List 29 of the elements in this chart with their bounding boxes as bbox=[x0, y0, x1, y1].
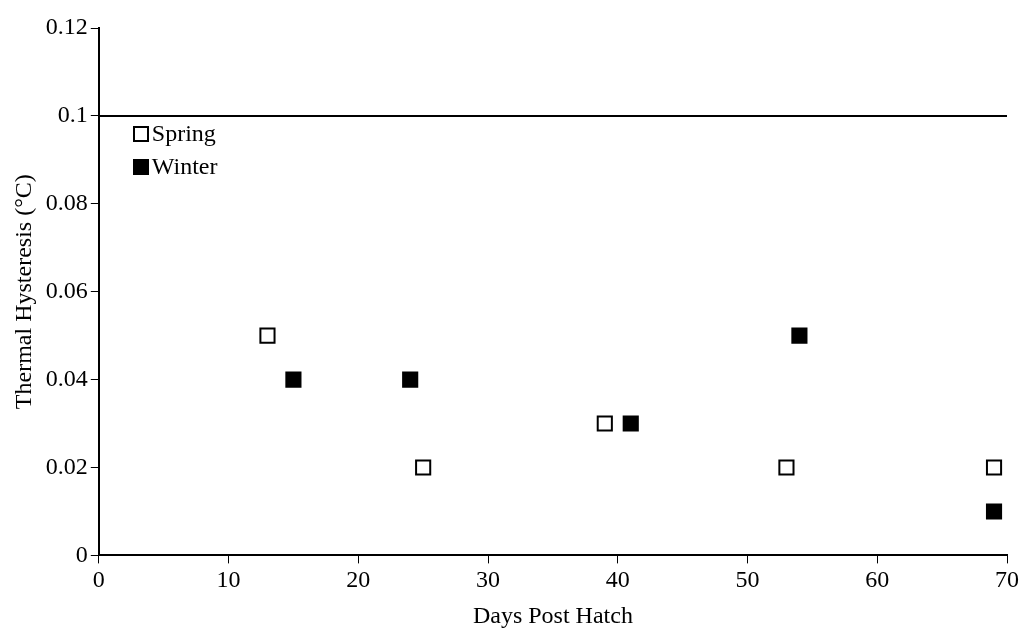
x-tick-label: 30 bbox=[476, 566, 501, 593]
y-axis-title: Thermal Hysteresis (°C) bbox=[9, 174, 36, 410]
point bbox=[791, 327, 808, 344]
y-tick-label: 0.12 bbox=[45, 13, 88, 40]
point bbox=[985, 459, 1003, 476]
point bbox=[259, 327, 276, 344]
y-tick-label: 0.06 bbox=[45, 277, 88, 303]
y-tick-label: 0.1 bbox=[57, 101, 88, 128]
x-tick-label: 50 bbox=[735, 566, 760, 593]
x-tick-label: 10 bbox=[216, 566, 241, 593]
point bbox=[415, 459, 432, 476]
x-tick-label: 0 bbox=[92, 566, 105, 593]
point bbox=[778, 459, 795, 476]
y-tick-label: 0.04 bbox=[45, 364, 88, 391]
point bbox=[622, 415, 639, 432]
point bbox=[596, 415, 613, 432]
x-tick-label: 60 bbox=[865, 566, 890, 593]
point bbox=[985, 503, 1003, 520]
point bbox=[285, 371, 302, 388]
legend-label: Winter bbox=[151, 153, 218, 180]
y-tick-label: 0 bbox=[75, 540, 88, 567]
y-tick-label: 0.02 bbox=[45, 452, 88, 479]
x-axis-title: Days Post Hatch bbox=[472, 601, 633, 628]
point bbox=[402, 371, 419, 388]
x-tick-label: 40 bbox=[605, 566, 630, 593]
y-tick-label: 0.08 bbox=[45, 189, 88, 216]
legend-label: Spring bbox=[151, 120, 216, 147]
x-tick-label: 20 bbox=[346, 566, 371, 593]
x-tick-label: 70 bbox=[995, 566, 1019, 593]
